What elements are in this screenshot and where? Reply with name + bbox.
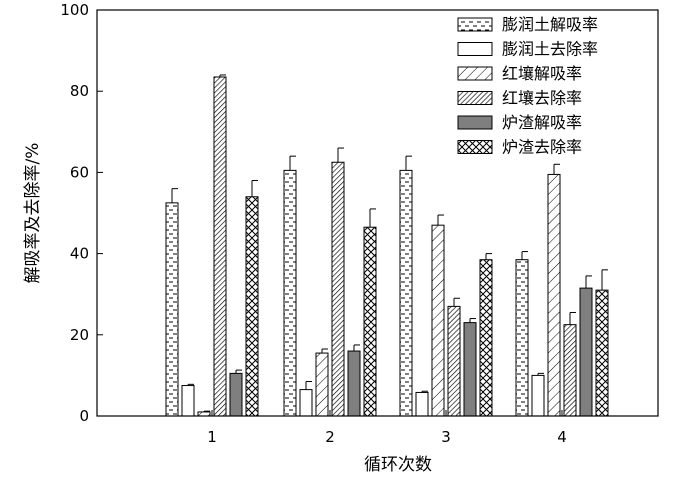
bar-5-4 <box>579 287 593 417</box>
bar-2-2 <box>299 389 313 417</box>
y-axis-title: 解吸率及去除率/% <box>23 143 43 284</box>
bar-6-1 <box>245 196 259 417</box>
legend-label-3: 红壤解吸率 <box>502 64 582 83</box>
legend-label-4: 红壤去除率 <box>502 89 582 108</box>
y-tick-label: 40 <box>70 245 89 263</box>
legend-swatch-3 <box>457 66 493 81</box>
x-tick-label: 2 <box>325 428 335 446</box>
x-tick-label: 3 <box>441 428 451 446</box>
bar-3-4 <box>547 173 561 417</box>
bar-4-2 <box>331 161 345 417</box>
bars-layer <box>165 74 609 417</box>
bar-2-3 <box>415 391 429 417</box>
bar-6-3 <box>479 259 493 417</box>
legend-swatch-2 <box>457 42 493 56</box>
bar-1-4 <box>515 259 529 417</box>
axes-layer: 0 20 40 60 80 100 1 2 3 4 <box>60 1 659 446</box>
bar-6-2 <box>363 226 377 417</box>
legend-label-5: 炉渣解吸率 <box>502 113 582 132</box>
legend-swatch-4 <box>457 91 493 105</box>
bar-3-3 <box>431 224 445 417</box>
y-tick-label: 100 <box>60 1 89 19</box>
bar-4-1 <box>213 76 227 417</box>
legend-label-6: 炉渣去除率 <box>502 138 582 157</box>
x-tick-label: 4 <box>557 428 567 446</box>
x-tick-label: 1 <box>207 428 217 446</box>
legend-swatch-5 <box>457 115 493 130</box>
bar-1-3 <box>399 169 413 417</box>
y-tick-label: 20 <box>70 326 89 344</box>
bar-2-1 <box>181 385 195 417</box>
bar-5-3 <box>463 322 477 417</box>
bar-5-2 <box>347 350 361 417</box>
bar-3-1 <box>197 411 211 417</box>
legend-label-1: 膨润土解吸率 <box>502 15 598 34</box>
bar-2-4 <box>531 374 545 417</box>
plot-frame <box>96 9 659 417</box>
legend-swatch-6 <box>457 140 493 154</box>
y-tick-label: 0 <box>79 407 89 425</box>
bar-4-3 <box>447 305 461 417</box>
legend-swatch-1 <box>457 17 493 32</box>
bar-1-1 <box>165 202 179 417</box>
y-tick-label: 80 <box>70 82 89 100</box>
y-tick-label: 60 <box>70 163 89 181</box>
bar-1-2 <box>283 169 297 417</box>
bar-4-4 <box>563 324 577 417</box>
legend-label-2: 膨润土去除率 <box>502 40 598 59</box>
bar-3-2 <box>315 352 329 417</box>
x-axis-title: 循环次数 <box>364 455 432 475</box>
bar-6-4 <box>595 289 609 417</box>
bar-5-1 <box>229 372 243 417</box>
